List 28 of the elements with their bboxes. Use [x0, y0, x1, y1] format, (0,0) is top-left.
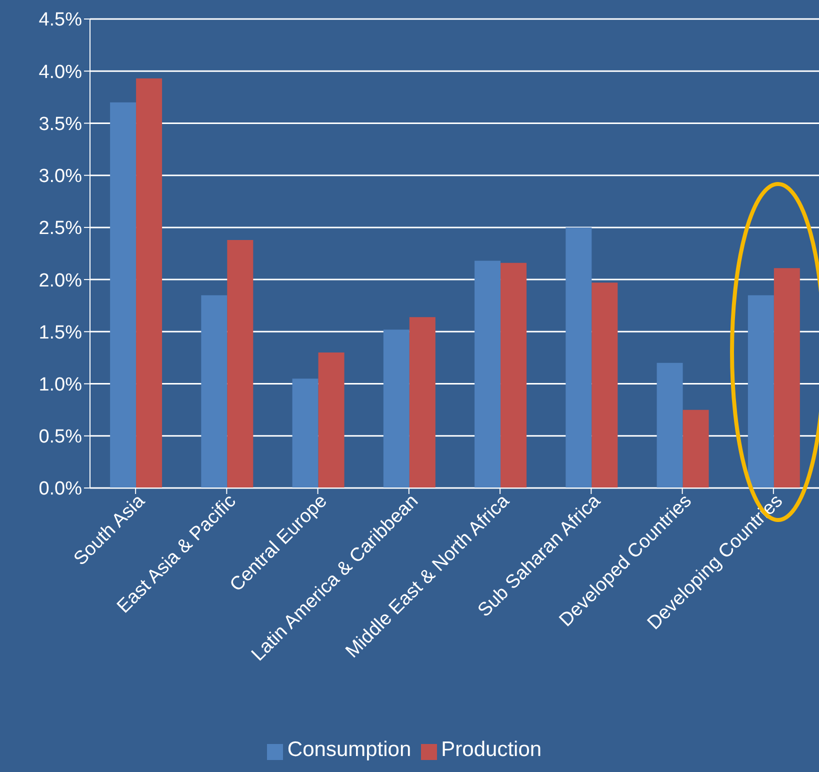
bar — [566, 227, 592, 488]
bar — [774, 268, 800, 488]
y-tick-label: 1.5% — [38, 322, 82, 344]
bar — [383, 330, 410, 488]
bar — [318, 352, 344, 488]
bar — [292, 378, 318, 488]
bar — [201, 295, 228, 488]
bar — [227, 240, 254, 488]
legend-label: Consumption — [287, 738, 412, 761]
bar — [474, 260, 501, 488]
bar — [682, 410, 709, 488]
y-tick-label: 3.0% — [38, 166, 82, 188]
bar — [409, 317, 436, 488]
bar — [748, 295, 774, 488]
y-tick-label: 0.0% — [38, 478, 82, 500]
y-tick-label: 2.0% — [38, 270, 82, 292]
y-tick-label: 4.5% — [38, 10, 82, 31]
y-tick-label: 4.0% — [38, 62, 82, 83]
bar — [500, 262, 527, 488]
bar — [136, 78, 162, 488]
y-tick-label: 3.5% — [38, 114, 82, 135]
y-tick-label: 1.0% — [38, 374, 82, 396]
legend-label: Production — [441, 738, 542, 761]
y-tick-label: 0.5% — [38, 426, 82, 448]
bar — [110, 102, 136, 488]
bar — [592, 282, 618, 488]
bar — [656, 362, 683, 488]
y-tick-label: 2.5% — [38, 218, 82, 240]
